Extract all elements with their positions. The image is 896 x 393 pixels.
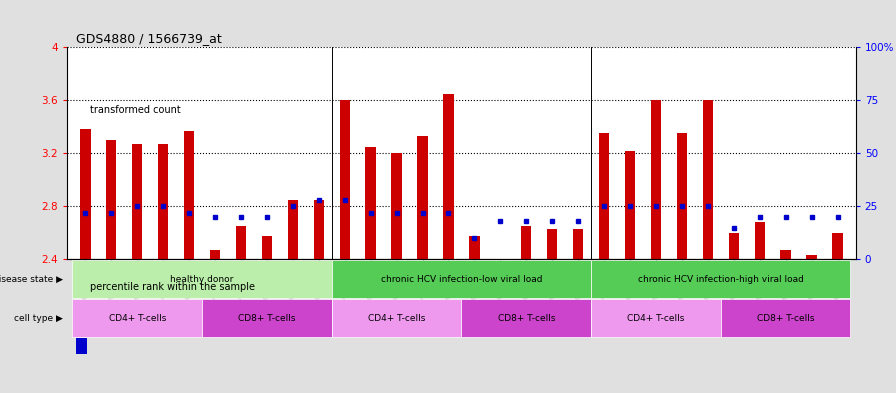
Bar [202, 299, 332, 337]
Bar [76, 216, 87, 354]
Bar [676, 133, 687, 259]
Bar [340, 100, 350, 259]
Bar [625, 151, 635, 259]
Bar [158, 144, 168, 259]
Bar [521, 226, 531, 259]
Bar [332, 260, 591, 298]
Bar [332, 299, 461, 337]
Bar [650, 100, 661, 259]
Text: disease state ▶: disease state ▶ [0, 275, 63, 283]
Text: transformed count: transformed count [90, 105, 181, 115]
Bar [392, 153, 401, 259]
Bar [728, 233, 739, 259]
Text: chronic HCV infection-high viral load: chronic HCV infection-high viral load [638, 275, 804, 283]
Bar [314, 200, 324, 259]
Bar [702, 100, 713, 259]
Bar [547, 229, 557, 259]
Bar [210, 250, 220, 259]
Bar [754, 222, 765, 259]
Bar [832, 233, 843, 259]
Text: cell type ▶: cell type ▶ [13, 314, 63, 323]
Bar [106, 140, 116, 259]
Bar [470, 235, 479, 259]
Bar [461, 299, 591, 337]
Bar [366, 147, 375, 259]
Bar [591, 260, 850, 298]
Bar [288, 200, 298, 259]
Bar [73, 299, 202, 337]
Bar [573, 229, 583, 259]
Text: CD4+ T-cells: CD4+ T-cells [108, 314, 166, 323]
Text: CD8+ T-cells: CD8+ T-cells [757, 314, 814, 323]
Bar [720, 299, 850, 337]
Bar [806, 255, 817, 259]
Bar [73, 260, 332, 298]
Text: chronic HCV infection-low viral load: chronic HCV infection-low viral load [381, 275, 542, 283]
Bar [780, 250, 791, 259]
Text: GDS4880 / 1566739_at: GDS4880 / 1566739_at [76, 32, 222, 45]
Bar [132, 144, 142, 259]
Bar [262, 235, 272, 259]
Bar [418, 136, 427, 259]
Bar [184, 131, 194, 259]
Bar [591, 299, 720, 337]
Bar [599, 133, 609, 259]
Text: CD8+ T-cells: CD8+ T-cells [238, 314, 296, 323]
Text: CD4+ T-cells: CD4+ T-cells [627, 314, 685, 323]
Bar [76, 39, 87, 177]
Bar [444, 94, 453, 259]
Bar [236, 226, 246, 259]
Text: percentile rank within the sample: percentile rank within the sample [90, 282, 255, 292]
Text: CD8+ T-cells: CD8+ T-cells [497, 314, 555, 323]
Text: CD4+ T-cells: CD4+ T-cells [368, 314, 426, 323]
Text: healthy donor: healthy donor [170, 275, 234, 283]
Bar [80, 129, 90, 259]
